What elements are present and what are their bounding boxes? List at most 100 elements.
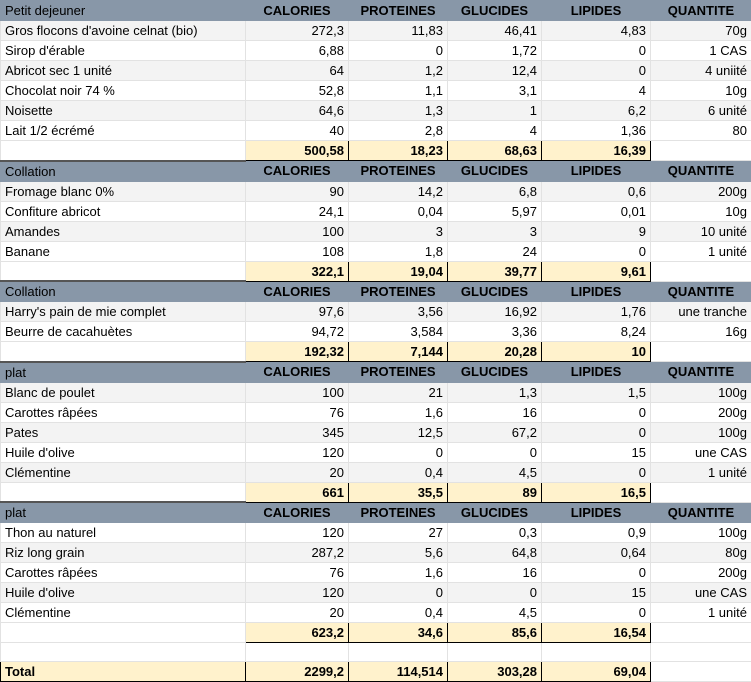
cell-value: une CAS — [651, 583, 751, 603]
total-value: 9,61 — [542, 261, 651, 281]
food-name: Noisette — [1, 101, 246, 121]
empty-cell — [651, 261, 751, 281]
column-header: PROTEINES — [349, 281, 448, 302]
food-name: Carottes râpées — [1, 563, 246, 583]
total-value: 20,28 — [448, 342, 542, 362]
column-header: GLUCIDES — [448, 502, 542, 523]
food-name: Banane — [1, 241, 246, 261]
grand-total-value: 114,514 — [349, 662, 448, 682]
cell-value: 12,5 — [349, 422, 448, 442]
empty-cell — [246, 643, 349, 662]
cell-value: 0,4 — [349, 603, 448, 623]
cell-value: 1,72 — [448, 41, 542, 61]
column-header: LIPIDES — [542, 362, 651, 383]
cell-value: 2,8 — [349, 121, 448, 141]
cell-value: 108 — [246, 241, 349, 261]
column-header: QUANTITE — [651, 502, 751, 523]
grand-total-value: 2299,2 — [246, 662, 349, 682]
food-name: Gros flocons d'avoine celnat (bio) — [1, 21, 246, 41]
cell-value: 0 — [448, 442, 542, 462]
cell-value: 15 — [542, 442, 651, 462]
cell-value: 100g — [651, 382, 751, 402]
cell-value: 0,9 — [542, 523, 651, 543]
total-value: 661 — [246, 482, 349, 502]
cell-value: 0 — [448, 583, 542, 603]
cell-value: une CAS — [651, 442, 751, 462]
cell-value: 1 unité — [651, 462, 751, 482]
cell-value: 10g — [651, 201, 751, 221]
food-name: Riz long grain — [1, 543, 246, 563]
cell-value: 100g — [651, 422, 751, 442]
cell-value: 1,1 — [349, 81, 448, 101]
empty-cell — [651, 482, 751, 502]
blank-row — [1, 643, 751, 662]
cell-value: 0 — [349, 442, 448, 462]
cell-value: 0,64 — [542, 543, 651, 563]
cell-value: 16,92 — [448, 302, 542, 322]
total-value: 322,1 — [246, 261, 349, 281]
cell-value: 0,04 — [349, 201, 448, 221]
section-title: Petit dejeuner — [1, 1, 246, 21]
cell-value: 0,6 — [542, 181, 651, 201]
cell-value: 14,2 — [349, 181, 448, 201]
cell-value: 24,1 — [246, 201, 349, 221]
empty-cell — [542, 643, 651, 662]
grand-total-value: 303,28 — [448, 662, 542, 682]
cell-value: 21 — [349, 382, 448, 402]
cell-value: 64,8 — [448, 543, 542, 563]
cell-value: 200g — [651, 402, 751, 422]
cell-value: 200g — [651, 563, 751, 583]
total-value: 39,77 — [448, 261, 542, 281]
cell-value: 0 — [542, 41, 651, 61]
cell-value: 272,3 — [246, 21, 349, 41]
cell-value: 345 — [246, 422, 349, 442]
cell-value: 0,4 — [349, 462, 448, 482]
cell-value: 64 — [246, 61, 349, 81]
cell-value: 1,5 — [542, 382, 651, 402]
cell-value: 80 — [651, 121, 751, 141]
total-value: 18,23 — [349, 141, 448, 161]
cell-value: 1 unité — [651, 603, 751, 623]
food-name: Abricot sec 1 unité — [1, 61, 246, 81]
column-header: GLUCIDES — [448, 362, 542, 383]
empty-cell — [1, 342, 246, 362]
cell-value: 97,6 — [246, 302, 349, 322]
cell-value: 3,56 — [349, 302, 448, 322]
cell-value: 76 — [246, 563, 349, 583]
cell-value: 1,6 — [349, 402, 448, 422]
cell-value: 6,88 — [246, 41, 349, 61]
food-name: Huile d'olive — [1, 583, 246, 603]
cell-value: 1 — [448, 101, 542, 121]
cell-value: 5,97 — [448, 201, 542, 221]
total-value: 16,39 — [542, 141, 651, 161]
column-header: LIPIDES — [542, 502, 651, 523]
total-value: 10 — [542, 342, 651, 362]
cell-value: 24 — [448, 241, 542, 261]
total-value: 7,144 — [349, 342, 448, 362]
column-header: CALORIES — [246, 281, 349, 302]
total-value: 16,54 — [542, 623, 651, 643]
food-name: Harry's pain de mie complet — [1, 302, 246, 322]
cell-value: 1,3 — [349, 101, 448, 121]
cell-value: 80g — [651, 543, 751, 563]
food-name: Sirop d'érable — [1, 41, 246, 61]
total-value: 623,2 — [246, 623, 349, 643]
